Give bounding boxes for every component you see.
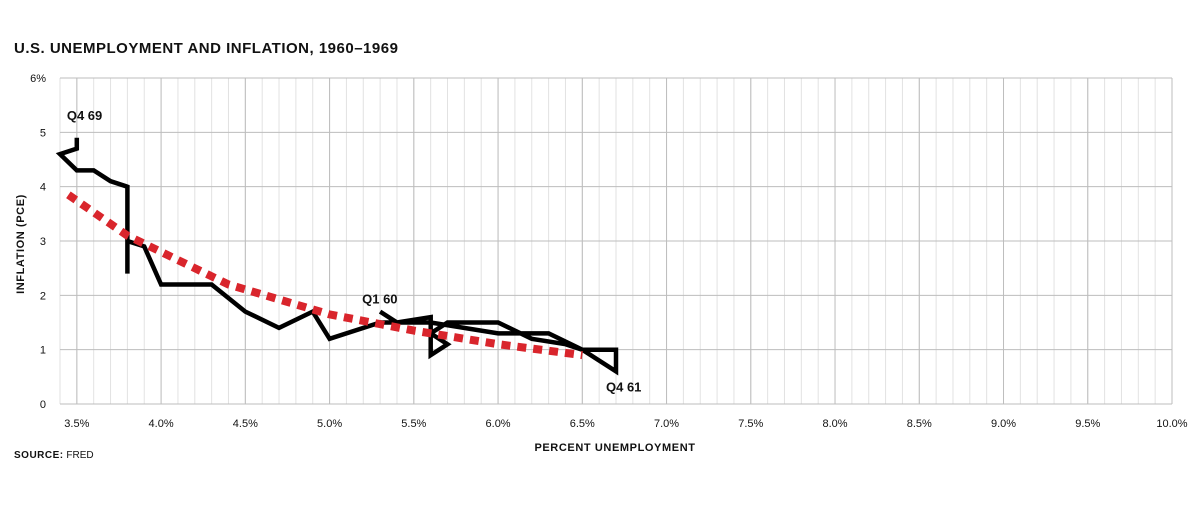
- series-layer: [55, 137, 619, 376]
- x-axis-ticks: 3.5% 4.0% 4.5% 5.0% 5.5% 6.0% 6.5% 7.0% 7.5% 8.0%…: [64, 418, 1187, 430]
- source-value: FRED: [66, 450, 94, 461]
- y-tick-label: 3: [40, 236, 46, 248]
- x-tick-label: 6.0%: [486, 418, 511, 430]
- x-tick-label: 8.5%: [907, 418, 932, 430]
- x-tick-label: 3.5%: [64, 418, 89, 430]
- x-tick-label: 7.5%: [738, 418, 763, 430]
- y-tick-label: 0: [40, 399, 46, 411]
- x-tick-label: 4.0%: [149, 418, 174, 430]
- y-tick-label: 5: [40, 127, 46, 139]
- x-tick-label: 5.5%: [401, 418, 426, 430]
- annotation-label: Q1 60: [362, 292, 397, 307]
- annotation-layer: Q1 60 Q4 61 Q4 69: [67, 108, 642, 395]
- chart-title: U.S. UNEMPLOYMENT AND INFLATION, 1960–19…: [14, 40, 399, 57]
- x-tick-label: 4.5%: [233, 418, 258, 430]
- y-tick-label: 4: [40, 182, 46, 194]
- x-axis-label: PERCENT UNEMPLOYMENT: [534, 442, 695, 454]
- x-tick-label: 9.5%: [1075, 418, 1100, 430]
- x-tick-label: 8.0%: [822, 418, 847, 430]
- y-axis-ticks: 0 1 2 3 4 5 6%: [30, 73, 46, 411]
- y-axis-label: INFLATION (PCE): [15, 194, 27, 294]
- source-note: SOURCE: FRED: [14, 450, 94, 461]
- annotation-label: Q4 61: [606, 379, 641, 394]
- y-tick-label: 6%: [30, 73, 46, 85]
- x-tick-label: 5.0%: [317, 418, 342, 430]
- data-line: [55, 137, 619, 376]
- source-label: SOURCE:: [14, 450, 64, 461]
- y-tick-label: 1: [40, 345, 46, 357]
- x-tick-label: 7.0%: [654, 418, 679, 430]
- annotation-label: Q4 69: [67, 108, 102, 123]
- x-tick-label: 9.0%: [991, 418, 1016, 430]
- y-tick-label: 2: [40, 290, 46, 302]
- x-tick-label: 6.5%: [570, 418, 595, 430]
- x-tick-label: 10.0%: [1156, 418, 1187, 430]
- trend-line-dotted: [66, 191, 583, 360]
